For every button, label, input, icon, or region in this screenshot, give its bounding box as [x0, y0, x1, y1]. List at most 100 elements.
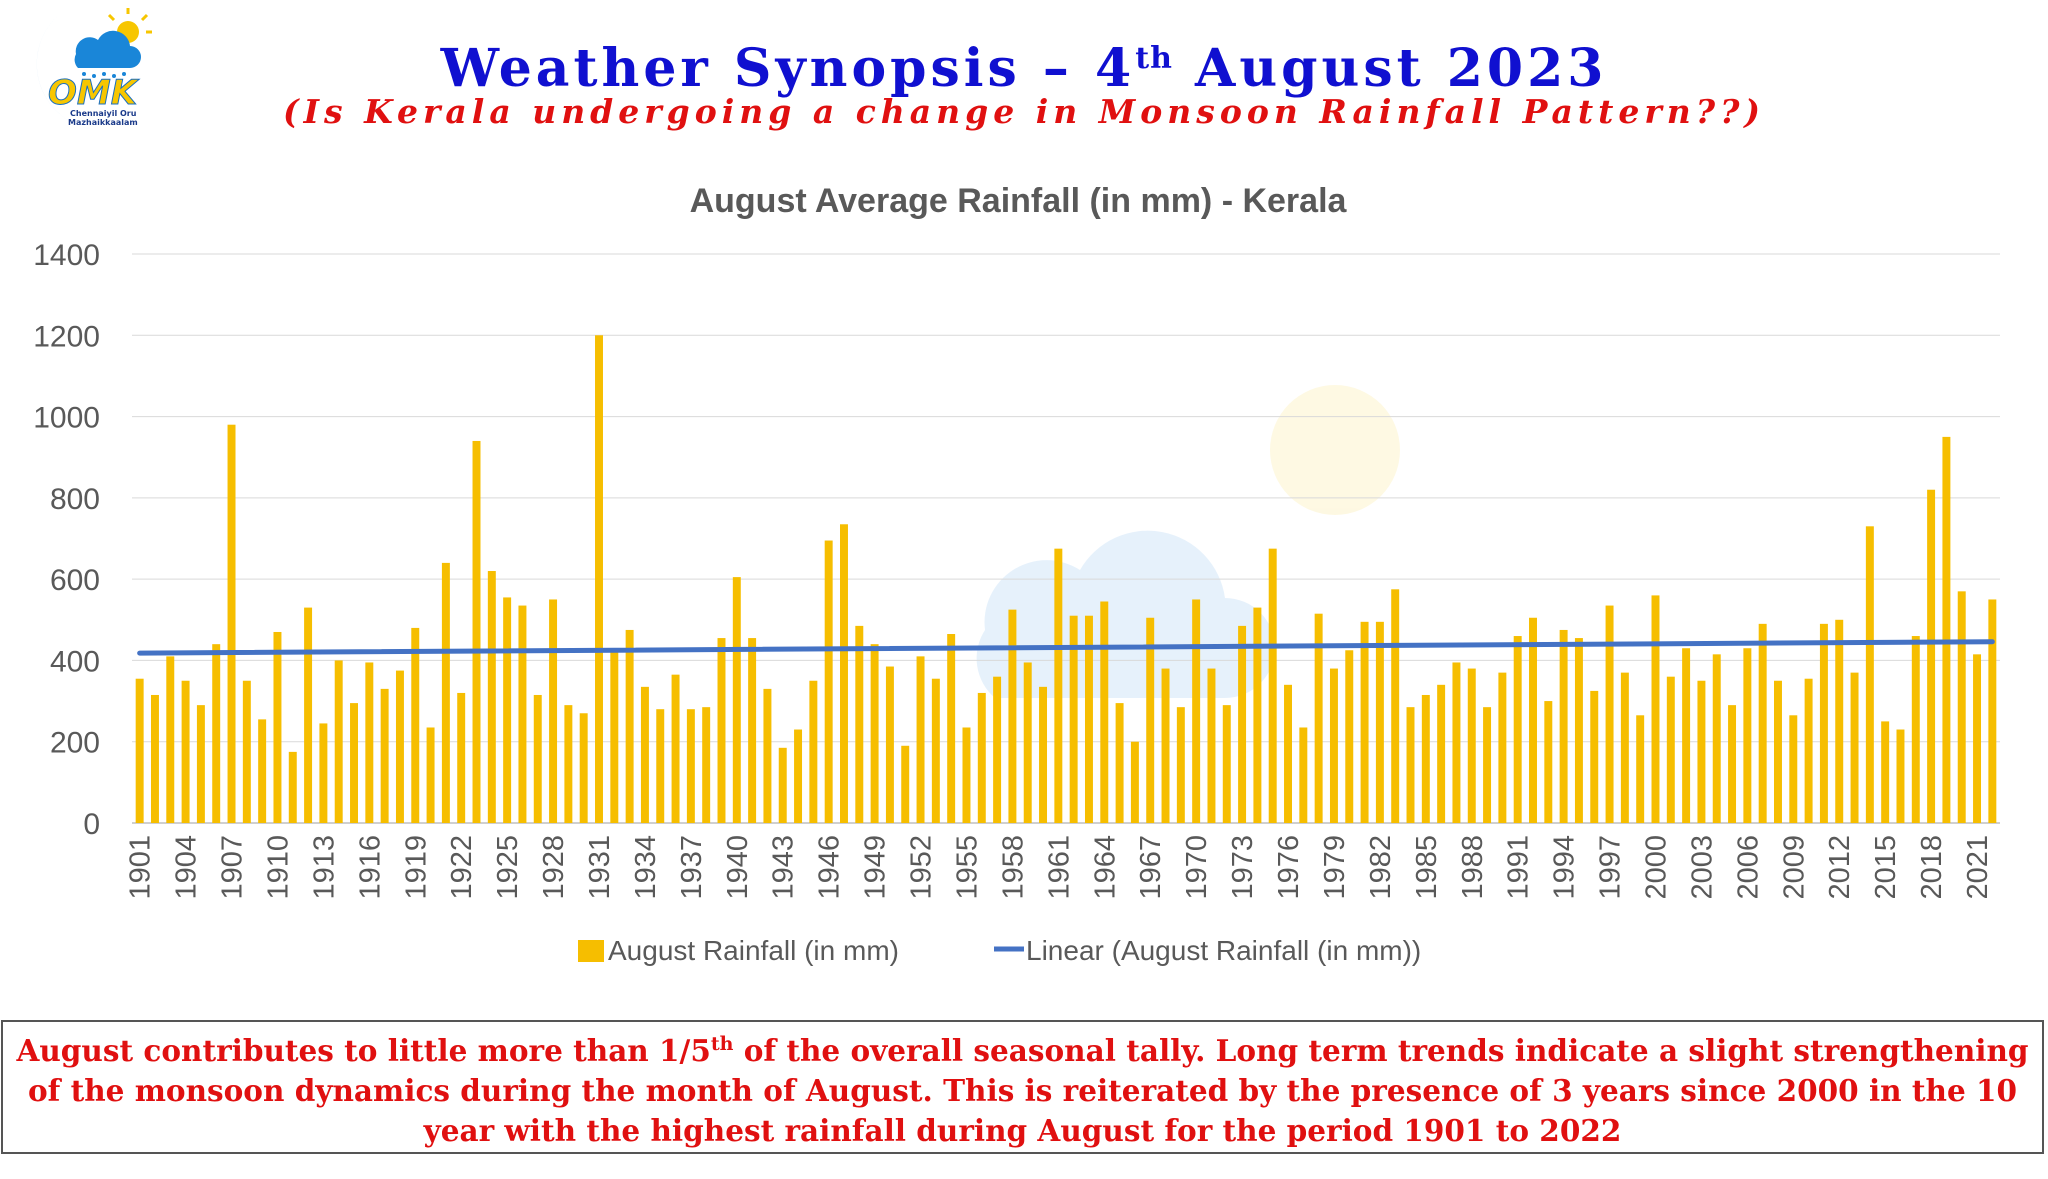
- y-tick-label: 800: [50, 483, 100, 516]
- bar-2017: [1911, 636, 1920, 823]
- bar-1968: [1161, 668, 1170, 823]
- bar-1976: [1284, 684, 1292, 823]
- bar-1907: [227, 424, 236, 823]
- bar-1929: [564, 705, 573, 823]
- x-tick-label: 1988: [1457, 835, 1489, 900]
- bar-2022: [1988, 599, 1997, 823]
- bar-1958: [1008, 609, 1017, 823]
- bar-1912: [304, 607, 313, 823]
- bar-1963: [1084, 615, 1093, 823]
- bar-1915: [350, 703, 358, 823]
- bar-2019: [1942, 436, 1951, 823]
- bar-1906: [212, 644, 221, 823]
- bar-1973: [1238, 625, 1247, 823]
- x-tick-label: 1961: [1043, 835, 1075, 900]
- bar-1926: [518, 605, 527, 823]
- x-tick-label: 1919: [400, 835, 432, 900]
- legend-label-bars: August Rainfall (in mm): [608, 935, 899, 966]
- bar-2014: [1865, 526, 1874, 823]
- bar-1920: [426, 727, 435, 823]
- x-tick-label: 2015: [1870, 835, 1902, 900]
- bar-2018: [1927, 489, 1936, 823]
- x-tick-label: 2000: [1640, 835, 1672, 900]
- x-tick-label: 1910: [262, 835, 294, 900]
- bar-2010: [1804, 678, 1813, 823]
- bar-1946: [824, 540, 833, 823]
- bar-1970: [1192, 599, 1201, 823]
- cloud-icon: [74, 30, 141, 69]
- x-tick-label: 1955: [951, 835, 983, 900]
- bar-1962: [1069, 615, 1078, 823]
- x-tick-label: 2018: [1916, 835, 1948, 900]
- bar-1921: [441, 562, 450, 823]
- x-tick-label: 1991: [1503, 835, 1535, 900]
- bar-1966: [1130, 741, 1139, 823]
- x-tick-label: 1976: [1273, 835, 1305, 900]
- bar-1922: [457, 692, 466, 823]
- x-tick-label: 1967: [1135, 835, 1167, 900]
- bar-1927: [533, 694, 542, 823]
- bar-1923: [472, 440, 481, 823]
- x-tick-label: 1964: [1089, 835, 1121, 900]
- y-tick-label: 600: [50, 564, 100, 597]
- bar-1988: [1467, 668, 1476, 823]
- bar-1959: [1023, 662, 1032, 823]
- bar-2004: [1712, 654, 1721, 823]
- x-tick-label: 1907: [217, 835, 249, 900]
- bar-1960: [1039, 686, 1048, 823]
- bar-1954: [947, 634, 956, 823]
- bar-1945: [809, 680, 818, 823]
- bar-1914: [334, 660, 343, 823]
- bar-1978: [1314, 613, 1323, 823]
- x-tick-label: 1958: [997, 835, 1029, 900]
- bar-1919: [411, 627, 420, 823]
- bar-1942: [763, 688, 772, 823]
- chart-title: August Average Rainfall (in mm) - Kerala: [690, 182, 1348, 220]
- bar-1940: [732, 577, 741, 823]
- bar-1943: [778, 747, 787, 823]
- bar-1924: [487, 571, 496, 823]
- bar-1990: [1498, 672, 1507, 823]
- bar-1936: [671, 674, 680, 823]
- x-tick-label: 1982: [1365, 835, 1397, 900]
- bar-1932: [610, 652, 619, 823]
- bar-1938: [702, 707, 711, 823]
- bar-1933: [625, 629, 634, 823]
- logo-line2: Mazhaikkaalam: [68, 118, 138, 127]
- bar-1913: [319, 723, 328, 823]
- bar-1974: [1253, 607, 1262, 823]
- bar-1983: [1391, 589, 1400, 823]
- bar-1947: [840, 524, 848, 823]
- bar-2002: [1682, 648, 1691, 823]
- y-axis-ticks: 0 200 400 600 800 1000 1200 1400: [33, 239, 100, 841]
- y-tick-label: 0: [83, 808, 100, 841]
- bar-2020: [1957, 591, 1966, 823]
- x-tick-label: 2003: [1686, 835, 1718, 900]
- bar-2006: [1743, 648, 1752, 823]
- bar-2013: [1850, 672, 1859, 823]
- x-tick-label: 1916: [354, 835, 386, 900]
- bar-1972: [1222, 705, 1231, 823]
- bar-1980: [1345, 650, 1354, 823]
- x-tick-label: 1994: [1549, 835, 1581, 900]
- bar-2009: [1789, 715, 1798, 823]
- bar-1916: [365, 662, 374, 823]
- x-tick-label: 1925: [492, 835, 524, 900]
- bar-1955: [962, 727, 971, 823]
- bar-1949: [870, 644, 879, 823]
- y-tick-label: 1200: [33, 320, 100, 353]
- bar-1986: [1437, 684, 1446, 823]
- bar-1985: [1421, 694, 1430, 823]
- bar-1979: [1329, 668, 1338, 823]
- x-tick-label: 1913: [308, 835, 340, 900]
- bar-1905: [196, 705, 205, 823]
- bar-1982: [1375, 621, 1384, 823]
- bar-1939: [717, 638, 726, 823]
- bar-1957: [993, 676, 1002, 823]
- bar-2016: [1896, 729, 1905, 823]
- bar-1937: [686, 709, 695, 823]
- bar-1944: [794, 729, 803, 823]
- bar-2001: [1666, 676, 1675, 823]
- bar-1993: [1544, 701, 1553, 823]
- title-ordinal: th: [1135, 41, 1173, 76]
